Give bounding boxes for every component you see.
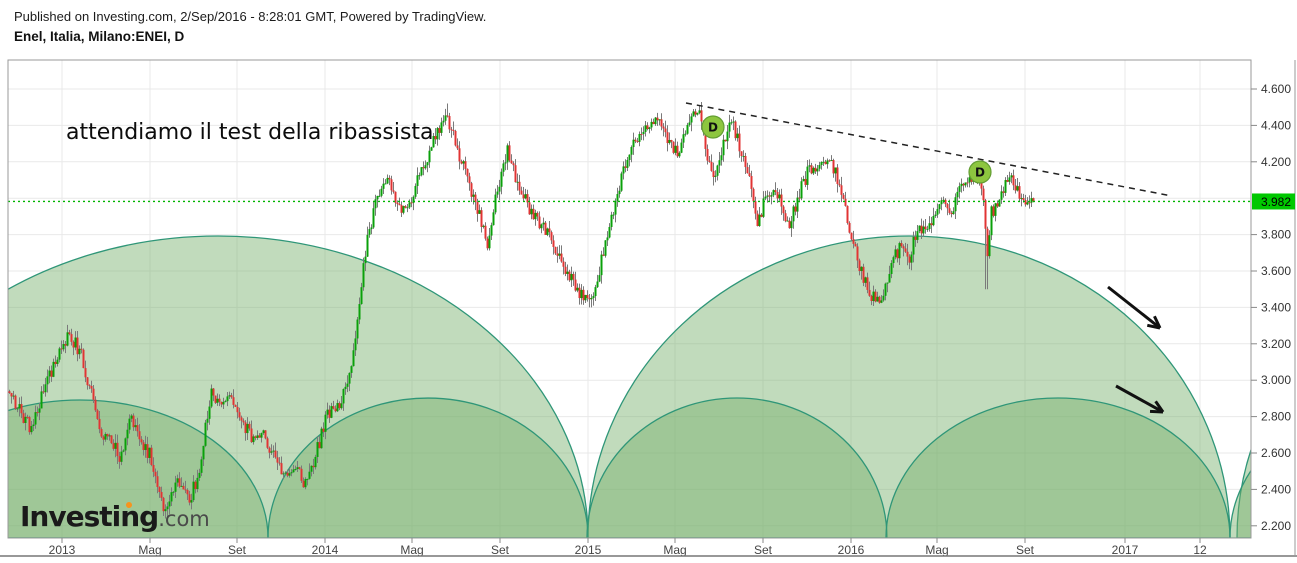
svg-text:3.000: 3.000	[1261, 373, 1291, 387]
published-info-line: Published on Investing.com, 2/Sep/2016 -…	[14, 9, 487, 24]
svg-text:2.400: 2.400	[1261, 482, 1291, 496]
svg-text:4.200: 4.200	[1261, 155, 1291, 169]
svg-text:3.200: 3.200	[1261, 337, 1291, 351]
svg-text:Set: Set	[1016, 543, 1035, 557]
svg-text:12: 12	[1193, 543, 1207, 557]
svg-text:2016: 2016	[838, 543, 865, 557]
candles-layer	[8, 101, 1035, 519]
down-right-arrow-icon-1	[1107, 285, 1162, 330]
svg-text:2.600: 2.600	[1261, 446, 1291, 460]
time-axis[interactable]: 2013 Mag Set 2014 Mag Set 2015 Mag Set 2016 Mag Set…	[0, 538, 1297, 557]
investing-watermark: Investing.com	[20, 500, 210, 533]
svg-text:Mag: Mag	[925, 543, 948, 557]
price-axis[interactable]: 4.600 4.400 4.200 3.800 3.600 3.400 3.200 3.000…	[1251, 60, 1296, 556]
svg-text:3.600: 3.600	[1261, 264, 1291, 278]
svg-text:3.800: 3.800	[1261, 228, 1291, 242]
plot-border	[7, 59, 1252, 539]
chart-annotation-text: attendiamo il test della ribassista	[66, 120, 434, 145]
svg-text:3.982: 3.982	[1261, 195, 1291, 209]
investing-logo-suffix: .com	[158, 507, 210, 531]
svg-text:D: D	[975, 166, 985, 180]
svg-text:4.400: 4.400	[1261, 118, 1291, 132]
svg-text:4.600: 4.600	[1261, 82, 1291, 96]
svg-text:2017: 2017	[1112, 543, 1139, 557]
bearish-trendline[interactable]	[685, 102, 1173, 197]
svg-text:2.200: 2.200	[1261, 519, 1291, 533]
dividend-marker-2[interactable]: D	[968, 160, 992, 184]
svg-text:3.400: 3.400	[1261, 300, 1291, 314]
svg-text:Mag: Mag	[663, 543, 686, 557]
down-right-arrow-icon-2	[1115, 384, 1165, 414]
svg-text:2014: 2014	[312, 543, 339, 557]
svg-text:Set: Set	[228, 543, 247, 557]
instrument-title: Enel, Italia, Milano:ENEI, D	[14, 29, 185, 44]
svg-text:2015: 2015	[575, 543, 602, 557]
dividend-marker-1[interactable]: D	[701, 115, 725, 139]
svg-text:Set: Set	[491, 543, 510, 557]
svg-text:Set: Set	[754, 543, 773, 557]
svg-text:2013: 2013	[49, 543, 76, 557]
investing-logo-orange-dot-icon	[126, 502, 132, 508]
investing-logo-text: Investing	[20, 500, 159, 533]
svg-text:2.800: 2.800	[1261, 410, 1291, 424]
svg-text:Mag: Mag	[400, 543, 423, 557]
last-price-badge: 3.982	[1252, 193, 1295, 210]
svg-text:Mag: Mag	[138, 543, 161, 557]
svg-text:D: D	[708, 121, 718, 135]
semicircle-arcs-layer	[8, 235, 1251, 538]
